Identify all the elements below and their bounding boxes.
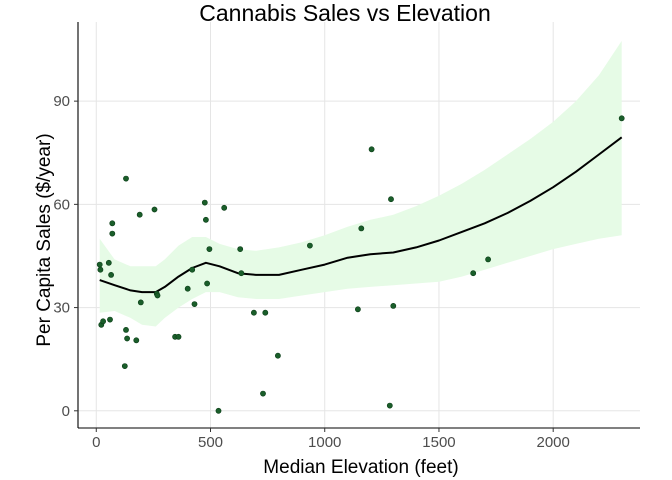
x-tick-label: 500	[198, 434, 223, 451]
y-tick-label: 60	[53, 196, 70, 213]
data-point	[175, 333, 182, 340]
x-tick-label: 1000	[308, 434, 341, 451]
data-point	[107, 316, 113, 323]
data-point	[108, 271, 114, 278]
data-point	[237, 246, 244, 252]
data-point	[358, 225, 365, 232]
y-axis-ticks: 0 30 60 90	[53, 93, 78, 420]
data-point	[100, 318, 106, 325]
data-point	[386, 402, 393, 409]
data-point	[184, 285, 191, 292]
data-point	[97, 266, 104, 273]
data-point	[306, 242, 313, 249]
data-point	[206, 246, 213, 252]
x-tick-label: 1500	[422, 434, 455, 451]
y-tick-label: 90	[53, 93, 70, 110]
confidence-ribbon	[99, 40, 622, 327]
data-point	[191, 301, 198, 307]
data-point	[388, 196, 394, 203]
data-points	[96, 115, 625, 414]
data-point	[202, 216, 209, 223]
data-point	[151, 206, 158, 213]
data-point	[136, 211, 143, 218]
data-point	[121, 363, 128, 369]
data-point	[124, 335, 130, 342]
data-point	[262, 309, 269, 316]
data-point	[470, 270, 477, 277]
x-axis-ticks: 0 500 1000 1500 2000	[92, 428, 570, 451]
x-tick-label: 2000	[536, 434, 569, 451]
data-point	[274, 352, 281, 359]
data-point	[390, 302, 397, 309]
data-point	[368, 146, 375, 153]
y-tick-label: 0	[62, 403, 70, 420]
data-point	[109, 220, 116, 227]
chart-title: Cannabis Sales vs Elevation	[199, 0, 491, 26]
data-point	[221, 204, 228, 211]
data-point	[238, 270, 245, 277]
data-point	[260, 390, 266, 397]
data-point	[215, 407, 222, 414]
data-point	[354, 306, 361, 313]
data-point	[123, 175, 129, 182]
data-point	[96, 261, 103, 268]
x-tick-label: 0	[92, 434, 100, 451]
data-point	[109, 230, 116, 237]
data-point	[133, 337, 140, 344]
data-point	[154, 292, 161, 299]
data-point	[123, 326, 129, 333]
smooth-trend-line	[99, 136, 623, 294]
data-point	[201, 199, 208, 206]
data-point	[105, 259, 112, 266]
data-point	[204, 280, 210, 287]
x-axis-label: Median Elevation (feet)	[263, 457, 458, 478]
data-point	[618, 115, 625, 122]
data-point	[137, 299, 144, 306]
data-point	[189, 266, 196, 273]
data-point	[485, 256, 491, 263]
data-point	[250, 309, 257, 316]
y-axis-label: Per Capita Sales ($/year)	[34, 133, 55, 346]
y-tick-label: 30	[53, 300, 70, 317]
